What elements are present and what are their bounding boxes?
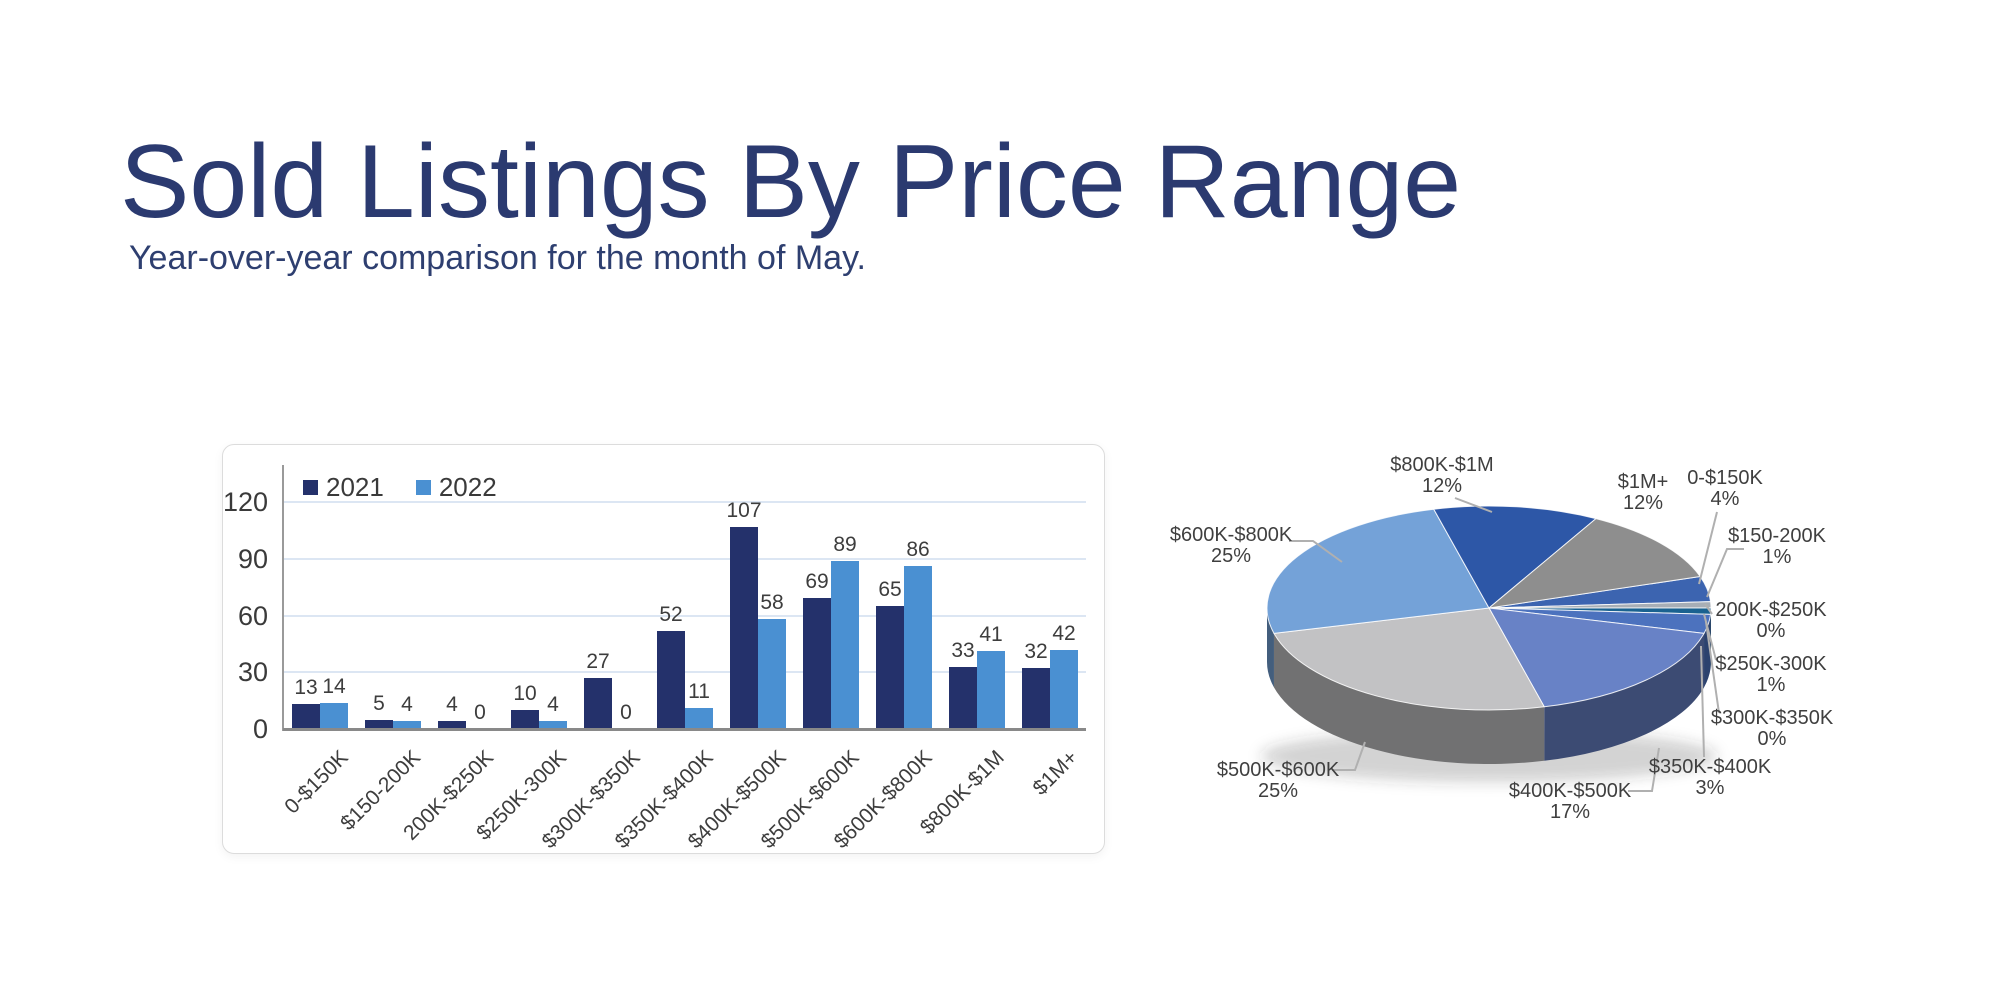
- legend-label-2022: 2022: [438, 472, 497, 502]
- slide-title: Sold Listings By Price Range: [120, 124, 1462, 240]
- pie-label: 0-$150K 4%: [1630, 468, 1820, 510]
- pie-slice: [1488, 518, 1701, 609]
- legend-item-2021: 2021: [303, 472, 384, 503]
- legend-swatch-2022: [415, 480, 431, 495]
- pie-label: $600K-$800K 25%: [1136, 525, 1326, 567]
- pie-label-name: 0-$150K: [1687, 467, 1763, 489]
- pie-shadow: [1261, 730, 1717, 782]
- pie-leader-line: [1703, 613, 1717, 661]
- pie-slice: [1488, 575, 1712, 609]
- pie-leader-line: [1698, 511, 1718, 585]
- pie-leader-line: [1289, 540, 1343, 563]
- pie-label-percent: 17%: [1549, 801, 1591, 823]
- pie-leader-line: [1454, 497, 1493, 513]
- bar-chart-legend: 2021 2022: [303, 472, 497, 503]
- pie-label-name: $250K-300K: [1715, 653, 1827, 675]
- slide-subtitle: Year-over-year comparison for the month …: [129, 239, 866, 277]
- pie-label-name: 200K-$250K: [1715, 599, 1827, 621]
- pie-slice: [1488, 601, 1712, 609]
- pie-label-percent: 0%: [1757, 728, 1787, 750]
- pie-label: $150-200K 1%: [1682, 526, 1872, 568]
- pie-leader-line: [1332, 741, 1366, 771]
- pie-label-percent: 12%: [1421, 475, 1463, 497]
- legend-item-2022: 2022: [415, 472, 497, 503]
- pie-label: $1M+ 12%: [1548, 472, 1738, 514]
- pie-slice: [1433, 505, 1597, 609]
- pie-slice: [1488, 607, 1712, 615]
- pie-label-name: $400K-$500K: [1508, 780, 1632, 802]
- pie-label-percent: 1%: [1756, 674, 1786, 696]
- pie-label: $350K-$400K 3%: [1615, 757, 1805, 799]
- pie-label-percent: 12%: [1622, 492, 1664, 514]
- pie-label-name: $350K-$400K: [1648, 756, 1772, 778]
- pie-label-name: $800K-$1M: [1390, 454, 1494, 476]
- pie-slice-side: [1544, 633, 1705, 761]
- pie-label: $400K-$500K 17%: [1475, 781, 1665, 823]
- pie-slice: [1488, 607, 1712, 634]
- legend-swatch-2021: [303, 480, 318, 495]
- pie-slice-side: [1704, 614, 1711, 688]
- pie-label-name: $150-200K: [1728, 525, 1826, 547]
- pie-label: $800K-$1M 12%: [1347, 455, 1537, 497]
- legend-label-2021: 2021: [326, 472, 384, 502]
- pie-label: $250K-300K 1%: [1676, 654, 1866, 696]
- pie-slice: [1266, 508, 1490, 634]
- pie-label-name: $1M+: [1617, 471, 1669, 493]
- pie-label-percent: 25%: [1210, 545, 1252, 567]
- pie-label-percent: 4%: [1710, 488, 1740, 510]
- pie-label-percent: 0%: [1756, 620, 1786, 642]
- bar-chart-card: [222, 444, 1105, 854]
- pie-slice: [1273, 607, 1545, 711]
- pie-leader-line: [1706, 548, 1744, 598]
- pie-label: 200K-$250K 0%: [1676, 600, 1866, 642]
- pie-label: $500K-$600K 25%: [1183, 760, 1373, 802]
- pie-slice-side: [1267, 608, 1274, 688]
- pie-label-name: $600K-$800K: [1169, 524, 1293, 546]
- pie-leader-line: [1628, 747, 1660, 792]
- pie-label-name: $300K-$350K: [1710, 707, 1834, 729]
- pie-slice: [1488, 607, 1705, 708]
- pie-label-percent: 25%: [1257, 780, 1299, 802]
- pie-leader-line: [1700, 645, 1705, 758]
- pie-label: $300K-$350K 0%: [1677, 708, 1867, 750]
- pie-label-percent: 3%: [1695, 777, 1725, 799]
- pie-label-name: $500K-$600K: [1216, 759, 1340, 781]
- pie-leader-line: [1704, 603, 1713, 615]
- pie-slice-side: [1273, 633, 1545, 764]
- pie-label-percent: 1%: [1762, 546, 1792, 568]
- pie-leader-line: [1705, 621, 1720, 714]
